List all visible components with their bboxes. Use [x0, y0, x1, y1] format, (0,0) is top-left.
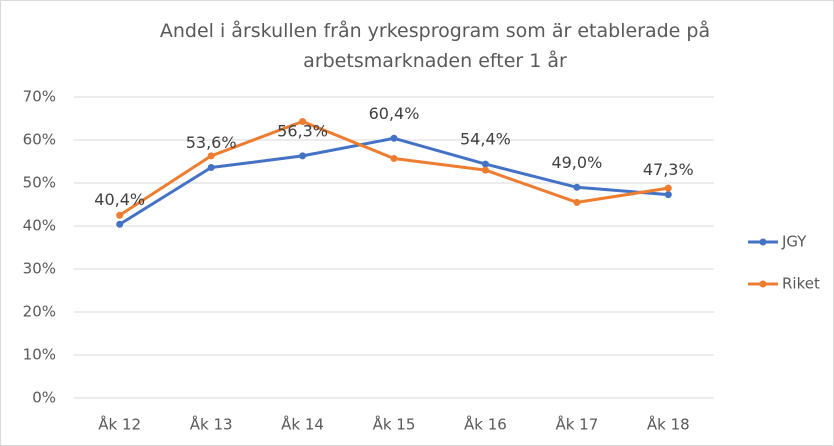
x-tick-label: Åk 12	[98, 415, 141, 434]
point	[207, 164, 215, 172]
x-tick-label: Åk 15	[373, 415, 416, 434]
legend-label: Riket	[782, 275, 820, 293]
data-label: 56,3%	[277, 121, 328, 140]
x-tick-label: Åk 17	[555, 415, 598, 434]
legend-marker	[759, 238, 767, 246]
y-tick-label: 40%	[23, 217, 56, 235]
chart-title: Andel i årskullen från yrkesprogram som …	[159, 20, 711, 72]
point	[207, 152, 215, 160]
y-tick-label: 30%	[23, 260, 56, 278]
point	[299, 152, 307, 160]
data-label: 60,4%	[369, 104, 420, 123]
data-label: 47,3%	[643, 160, 694, 179]
legend-label: JGY	[781, 233, 807, 251]
x-tick-label: Åk 13	[190, 415, 233, 434]
data-label: 54,4%	[460, 130, 511, 149]
y-tick-label: 0%	[32, 389, 56, 407]
y-tick-label: 20%	[23, 303, 56, 321]
point	[116, 220, 124, 228]
x-tick-label: Åk 16	[464, 415, 507, 434]
y-tick-label: 10%	[23, 346, 56, 364]
data-label: 53,6%	[186, 133, 237, 152]
point	[390, 134, 398, 142]
point	[116, 211, 124, 219]
point	[481, 160, 489, 168]
point	[573, 198, 581, 206]
point	[390, 154, 398, 162]
point	[299, 118, 307, 126]
legend-marker	[759, 280, 767, 288]
x-tick-label: Åk 14	[281, 415, 324, 434]
y-tick-label: 70%	[23, 88, 56, 106]
x-tick-label: Åk 18	[647, 415, 690, 434]
point	[664, 191, 672, 199]
data-label: 40,4%	[94, 190, 145, 209]
point	[664, 184, 672, 192]
y-tick-label: 60%	[23, 131, 56, 149]
point	[481, 166, 489, 174]
point	[573, 183, 581, 191]
y-tick-label: 50%	[23, 174, 56, 192]
data-label: 49,0%	[551, 153, 602, 172]
